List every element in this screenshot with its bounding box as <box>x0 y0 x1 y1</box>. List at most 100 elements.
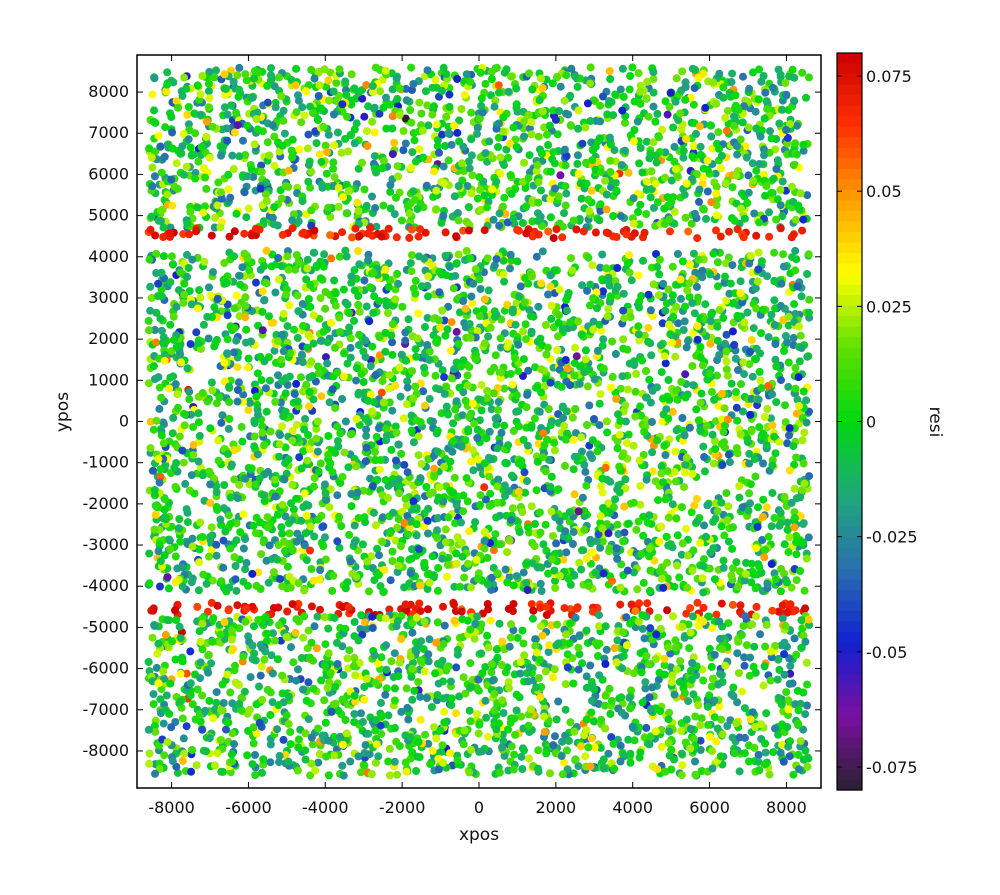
scatter-point <box>395 489 404 498</box>
scatter-point <box>204 334 213 343</box>
scatter-point <box>603 312 612 321</box>
scatter-point <box>767 188 776 197</box>
scatter-point <box>306 183 315 192</box>
scatter-point <box>492 255 501 264</box>
scatter-point <box>645 552 654 561</box>
scatter-point <box>660 352 669 361</box>
scatter-point <box>169 372 178 381</box>
scatter-point <box>243 121 252 130</box>
scatter-point <box>504 153 513 162</box>
scatter-point <box>559 371 568 379</box>
scatter-point <box>172 159 181 168</box>
scatter-point <box>201 173 210 182</box>
scatter-point <box>663 574 672 583</box>
scatter-point <box>648 448 657 457</box>
scatter-point <box>483 580 492 589</box>
scatter-point <box>480 226 489 235</box>
scatter-point <box>434 493 443 502</box>
scatter-point <box>166 278 175 287</box>
scatter-point <box>414 545 423 554</box>
scatter-point <box>601 176 610 185</box>
scatter-point <box>267 64 275 73</box>
scatter-point <box>454 182 463 190</box>
scatter-point <box>343 300 352 309</box>
scatter-point <box>617 161 626 169</box>
scatter-point <box>346 353 355 362</box>
scatter-point <box>550 438 559 447</box>
scatter-point <box>350 521 359 530</box>
scatter-point <box>805 73 813 82</box>
scatter-point <box>644 323 653 332</box>
scatter-point <box>330 276 339 285</box>
scatter-point <box>159 439 168 448</box>
scatter-point <box>802 93 810 102</box>
scatter-point <box>312 139 321 148</box>
scatter-point <box>159 252 168 261</box>
scatter-point <box>717 164 725 173</box>
scatter-point <box>653 109 662 118</box>
scatter-point <box>509 123 518 132</box>
scatter-point <box>379 398 388 407</box>
scatter-point <box>569 216 578 225</box>
scatter-point <box>232 209 241 218</box>
scatter-point <box>392 428 401 437</box>
scatter-point <box>480 339 489 348</box>
scatter-point <box>174 103 182 112</box>
scatter-point <box>209 268 217 277</box>
scatter-point <box>558 222 567 231</box>
scatter-point <box>273 337 282 346</box>
scatter-point <box>531 520 539 528</box>
scatter-point <box>486 323 495 332</box>
scatter-point <box>404 530 412 539</box>
scatter-point <box>653 198 662 207</box>
scatter-point <box>362 81 371 90</box>
scatter-point <box>530 414 539 423</box>
scatter-point <box>262 246 271 255</box>
scatter-point <box>277 92 286 101</box>
scatter-point <box>300 541 309 550</box>
scatter-point <box>789 442 798 451</box>
scatter-point <box>150 74 159 83</box>
scatter-point <box>205 153 214 162</box>
scatter-point <box>465 527 474 536</box>
scatter-point <box>370 292 379 301</box>
scatter-point <box>354 247 362 255</box>
scatter-point <box>763 104 772 113</box>
scatter-point <box>266 71 275 80</box>
scatter-point <box>189 451 198 459</box>
scatter-point <box>588 156 597 165</box>
scatter-point <box>245 266 254 275</box>
scatter-point <box>749 324 758 333</box>
scatter-point <box>777 279 786 288</box>
scatter-point <box>392 193 400 202</box>
scatter-point <box>176 537 185 546</box>
scatter-point <box>198 533 207 541</box>
scatter-point <box>796 189 805 198</box>
scatter-point <box>582 179 591 188</box>
scatter-point <box>692 129 700 138</box>
scatter-point <box>168 144 177 153</box>
scatter-point <box>342 252 351 261</box>
scatter-point <box>358 94 367 103</box>
scatter-point <box>146 282 155 291</box>
scatter-point <box>719 427 728 436</box>
scatter-point <box>232 586 241 595</box>
scatter-point <box>217 418 226 427</box>
scatter-point <box>337 522 346 530</box>
scatter-point <box>621 118 629 127</box>
scatter-point <box>638 168 647 177</box>
scatter-point <box>789 333 798 342</box>
scatter-point <box>206 535 215 544</box>
scatter-point <box>621 146 629 155</box>
scatter-point <box>546 213 555 222</box>
scatter-point <box>787 233 796 242</box>
scatter-point <box>728 69 737 78</box>
scatter-point <box>674 319 683 328</box>
scatter-point <box>212 551 221 560</box>
scatter-point <box>755 367 764 376</box>
scatter-point <box>514 340 523 349</box>
scatter-point <box>766 127 774 136</box>
scatter-point <box>625 268 634 277</box>
scatter-point <box>146 444 155 453</box>
scatter-point <box>423 341 432 349</box>
